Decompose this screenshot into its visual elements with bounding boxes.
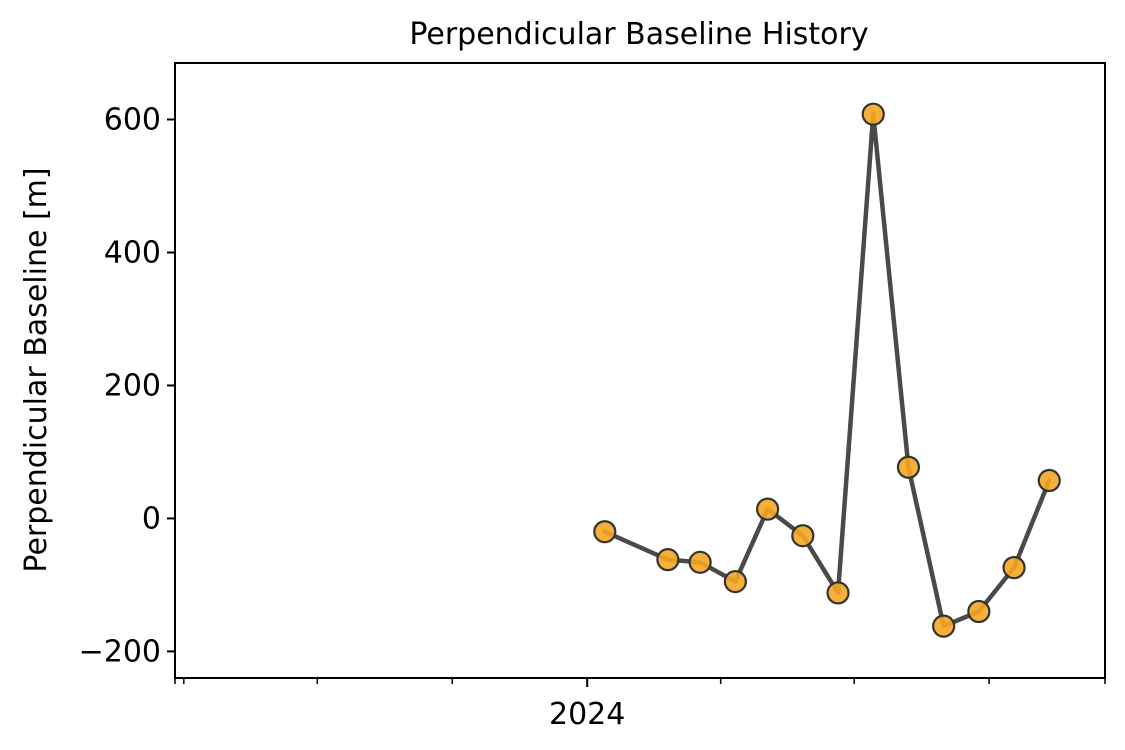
data-point <box>967 599 991 624</box>
x-tick-label: 2024 <box>549 697 625 732</box>
y-tick-label: 400 <box>104 235 161 270</box>
y-tick-label: 0 <box>142 501 161 536</box>
data-point <box>1037 468 1061 493</box>
data-point <box>826 581 850 605</box>
y-tick-label: −200 <box>79 634 161 669</box>
data-point <box>723 569 747 594</box>
y-tick-label: 600 <box>104 103 161 138</box>
y-axis-label: Perpendicular Baseline [m] <box>19 167 54 572</box>
y-tick-label: 200 <box>104 368 161 403</box>
data-point <box>1002 556 1026 580</box>
plot-area-frame <box>174 62 1106 679</box>
data-point <box>896 455 921 479</box>
x-axis-ticks: 2024 <box>174 678 1106 732</box>
chart-title: Perpendicular Baseline History <box>409 17 868 52</box>
data-point <box>688 550 712 574</box>
data-point <box>593 520 617 544</box>
y-axis-ticks: −200 0 200 400 600 <box>79 103 175 669</box>
data-point <box>756 497 780 521</box>
marker-layer <box>593 102 1061 638</box>
data-point <box>861 102 885 126</box>
data-point <box>656 548 680 572</box>
data-point <box>932 614 956 638</box>
data-point <box>791 524 815 548</box>
